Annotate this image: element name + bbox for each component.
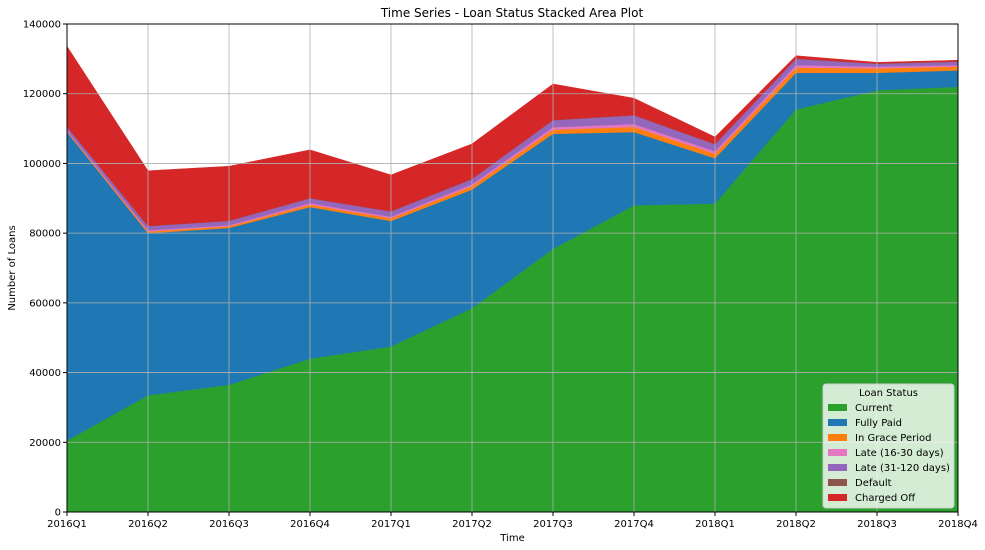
x-tick-label: 2017Q1 — [371, 519, 411, 530]
y-tick-label: 40000 — [29, 368, 61, 379]
chart-title: Time Series - Loan Status Stacked Area P… — [380, 6, 644, 20]
y-tick-label: 100000 — [23, 159, 61, 170]
y-tick-label: 20000 — [29, 438, 61, 449]
y-tick-label: 60000 — [29, 298, 61, 309]
plot-frame — [66, 23, 959, 513]
legend-label: Late (16-30 days) — [855, 448, 944, 459]
legend-swatch — [828, 464, 847, 471]
legend-swatch — [828, 494, 847, 501]
legend-swatch — [828, 479, 847, 486]
legend-label: Current — [855, 403, 893, 414]
y-tick-label: 80000 — [29, 229, 61, 240]
x-tick-label: 2017Q4 — [614, 519, 654, 530]
y-tick-label: 0 — [55, 508, 61, 519]
y-axis-ticks: 0 20000 40000 60000 80000 100000 120000 140000 — [23, 20, 67, 519]
legend-box — [822, 383, 955, 509]
x-tick-label: 2016Q3 — [209, 519, 249, 530]
x-tick-label: 2017Q3 — [533, 519, 573, 530]
x-tick-label: 2016Q4 — [290, 519, 330, 530]
legend-swatch — [828, 449, 847, 456]
x-tick-label: 2018Q3 — [857, 519, 897, 530]
x-axis-ticks: 2016Q1 2016Q2 2016Q3 2016Q4 2017Q1 2017Q2 2017… — [47, 512, 978, 530]
legend-swatch — [828, 419, 847, 426]
y-axis-label: Number of Loans — [7, 225, 18, 310]
stacked-areas — [66, 45, 959, 513]
x-tick-label: 2018Q1 — [695, 519, 735, 530]
x-tick-label: 2018Q4 — [938, 519, 978, 530]
legend-title: Loan Status — [859, 388, 918, 399]
legend-swatch — [828, 434, 847, 441]
legend-label: In Grace Period — [855, 433, 931, 444]
legend: Loan Status Current Fully Paid In Grace Per… — [822, 383, 955, 509]
legend-swatch — [828, 404, 847, 411]
y-tick-label: 140000 — [23, 20, 61, 31]
legend-label: Fully Paid — [855, 418, 902, 429]
x-tick-label: 2016Q1 — [47, 519, 87, 530]
legend-label: Charged Off — [855, 493, 916, 504]
x-axis-label: Time — [499, 533, 524, 544]
x-tick-label: 2016Q2 — [128, 519, 168, 530]
legend-label: Default — [855, 478, 892, 489]
y-tick-label: 120000 — [23, 89, 61, 100]
x-tick-label: 2017Q2 — [452, 519, 492, 530]
x-tick-label: 2018Q2 — [776, 519, 816, 530]
legend-label: Late (31-120 days) — [855, 463, 950, 474]
